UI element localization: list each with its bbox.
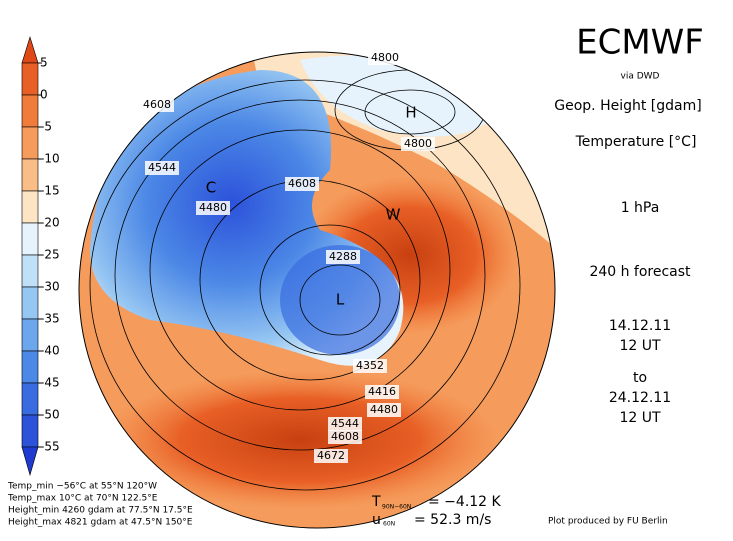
contour-label: 4800	[371, 51, 399, 64]
contour-label: 4480	[370, 403, 398, 416]
contour-label-box	[140, 98, 174, 112]
t-value: = −4.12 K	[428, 494, 502, 510]
contour-label: 4544	[148, 161, 176, 174]
time: 12 UT	[619, 410, 661, 426]
contour-label: 4608	[331, 430, 359, 443]
contour-label: 4288	[329, 250, 357, 263]
title: ECMWF	[576, 23, 704, 63]
contour-label-box	[368, 51, 402, 65]
contour-label: 4480	[199, 201, 227, 214]
contour-label-box	[145, 161, 179, 175]
stat: Temp_min −56°C at 55°N 120°W	[7, 482, 157, 492]
colorbar-band	[21, 126, 39, 160]
contour-label: 4608	[288, 177, 316, 190]
colorbar-label: -50	[40, 408, 60, 422]
colorbar-label: -30	[40, 280, 60, 294]
colorbar-band	[21, 286, 39, 320]
t-symbol: T	[371, 494, 381, 510]
colorbar: 5 0 -5 -10 -15 -20 -25 -30 -35 -40 -45 -50 -55	[21, 35, 60, 477]
u-symbol: u	[372, 512, 381, 528]
contour-label-box	[326, 250, 360, 264]
colorbar-arrow	[21, 446, 39, 477]
colorbar-band	[21, 158, 39, 192]
contour-label-box	[353, 359, 387, 373]
pressure-symbol: C	[206, 179, 216, 197]
stat: Height_min 4260 gdam at 77.5°N 17.5°E	[8, 506, 193, 516]
colorbar-band	[21, 414, 39, 448]
colorbar-label: -55	[40, 440, 60, 454]
colorbar-label: -20	[40, 216, 60, 230]
colorbar-arrow	[21, 35, 39, 64]
map-disc	[79, 52, 555, 528]
colorbar-band	[21, 382, 39, 416]
forecast: 240 h forecast	[589, 264, 691, 280]
pressure-symbol: H	[405, 104, 416, 122]
field: Geop. Height [gdam]	[554, 98, 701, 114]
date: 14.12.11	[609, 318, 671, 334]
colorbar-band	[21, 254, 39, 288]
stat: Temp_max 10°C at 70°N 122.5°E	[7, 494, 158, 504]
contour-labels: 4800460848004544460844804288435244164480…	[140, 51, 435, 463]
contour-label: 4608	[143, 98, 171, 111]
colorbar-band	[21, 62, 39, 96]
time: 12 UT	[619, 338, 661, 354]
contour-label-box	[365, 385, 399, 399]
map-border	[78, 51, 556, 529]
contour-label-box	[314, 449, 348, 463]
t-sub: 90N−60N	[382, 504, 411, 511]
contour-label-box	[401, 137, 435, 151]
field: Temperature [°C]	[575, 134, 697, 150]
colorbar-label: -15	[40, 184, 60, 198]
colorbar-label: -45	[40, 376, 60, 390]
colorbar-band	[21, 318, 39, 352]
colorbar-label: 0	[40, 88, 48, 102]
contour-label: 4800	[404, 137, 432, 150]
contour-label-box	[328, 430, 362, 444]
colorbar-label: 5	[40, 56, 48, 70]
u-sub: 60N	[383, 521, 395, 528]
contour-label: 4352	[356, 359, 384, 372]
colorbar-label: -35	[40, 312, 60, 326]
contour-label-box	[196, 201, 230, 215]
stat: Height_max 4821 gdam at 47.5°N 150°E	[8, 518, 193, 528]
pressure-symbol: W	[386, 206, 401, 224]
to: to	[633, 370, 647, 386]
colorbar-label: -5	[40, 120, 52, 134]
contour-label-box	[285, 177, 319, 191]
pressure-symbol: L	[336, 291, 345, 309]
colorbar-band	[21, 222, 39, 256]
colorbar-band	[21, 350, 39, 384]
colorbar-label: -25	[40, 248, 60, 262]
colorbar-band	[21, 190, 39, 224]
contour-label: 4544	[331, 417, 359, 430]
contour-label: 4416	[368, 385, 396, 398]
date: 24.12.11	[609, 390, 671, 406]
source: via DWD	[621, 72, 660, 82]
credit: Plot produced by FU Berlin	[548, 517, 668, 527]
colorbar-label: -40	[40, 344, 60, 358]
contour-label-box	[328, 417, 362, 431]
contour-label: 4672	[317, 449, 345, 462]
u-value: = 52.3 m/s	[414, 512, 491, 528]
colorbar-label: -10	[40, 152, 60, 166]
colorbar-band	[21, 94, 39, 128]
level: 1 hPa	[621, 200, 660, 216]
contour-label-box	[367, 403, 401, 417]
